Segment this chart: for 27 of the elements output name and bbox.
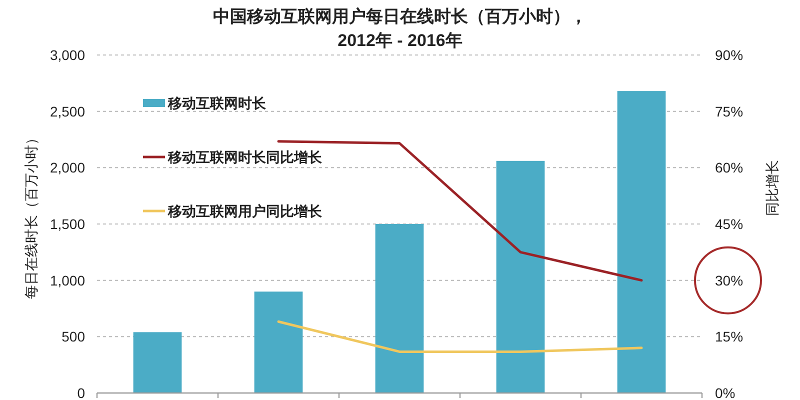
- y-tick-label: 2,000: [50, 160, 86, 176]
- line-series: [277, 140, 643, 282]
- y2-tick-label: 90%: [715, 47, 744, 63]
- y2-tick-label: 0%: [715, 385, 736, 400]
- y-axis-title: 每日在线时长（百万小时）: [23, 131, 39, 299]
- bar: [133, 332, 182, 393]
- y-tick-label: 3,000: [50, 47, 86, 63]
- y2-tick-label: 30%: [715, 272, 744, 288]
- y2-tick-label: 75%: [715, 103, 744, 120]
- y-tick-label: 2,500: [50, 103, 86, 120]
- bar: [617, 91, 666, 393]
- y2-tick-label: 45%: [715, 216, 744, 232]
- legend-label: 移动互联网时长同比增长: [167, 149, 323, 165]
- legend-label: 移动互联网时长: [167, 95, 267, 111]
- y2-tick-label: 60%: [715, 160, 744, 176]
- y2-axis-title: 同比增长: [764, 160, 780, 216]
- chart-subtitle: 2012年 - 2016年: [338, 31, 462, 50]
- legend-label: 移动互联网用户同比增长: [167, 203, 323, 219]
- bar: [496, 160, 545, 393]
- y-tick-label: 0: [77, 385, 86, 400]
- y-tick-label: 1,000: [50, 272, 86, 288]
- chart-title: 中国移动互联网用户每日在线时长（百万小时），: [213, 7, 587, 26]
- bar: [375, 224, 424, 393]
- y-tick-label: 1,500: [50, 216, 86, 232]
- y-tick-label: 500: [62, 328, 86, 345]
- y2-tick-label: 15%: [715, 328, 744, 345]
- bar: [254, 292, 303, 393]
